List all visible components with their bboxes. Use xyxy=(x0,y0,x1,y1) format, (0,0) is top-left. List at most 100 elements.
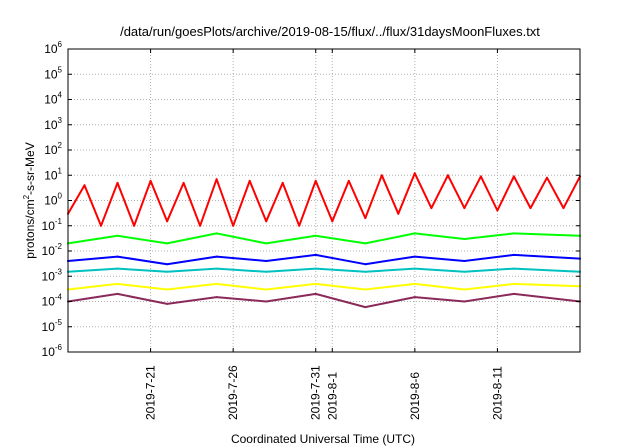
series-point xyxy=(100,224,102,227)
y-tick-base: 10 xyxy=(42,219,56,233)
x-tick-label: 2019-8-1 xyxy=(325,372,339,420)
series-line-6 xyxy=(67,292,581,309)
series-point xyxy=(512,175,515,178)
y-tick-label: 102 xyxy=(44,141,62,157)
series-point xyxy=(149,179,152,182)
y-tick-label: 10-2 xyxy=(42,242,63,258)
series-point xyxy=(463,300,466,303)
series-point xyxy=(166,270,169,273)
series-point xyxy=(413,282,416,285)
x-axis: 2019-7-21 2019-7-26 2019-7-31 2019-8-1 2019-… xyxy=(144,49,504,420)
series-point xyxy=(413,232,416,235)
series-point xyxy=(265,220,268,223)
series-point xyxy=(215,296,218,299)
series-point xyxy=(331,220,334,223)
y-tick-exponent: -2 xyxy=(55,242,63,251)
series-point xyxy=(512,232,515,235)
y-tick-label: 10-3 xyxy=(42,267,63,283)
series-point xyxy=(364,288,367,291)
series-point xyxy=(314,234,317,237)
y-tick-exponent: -4 xyxy=(55,293,63,302)
series-point xyxy=(166,288,169,291)
series-point xyxy=(512,292,515,295)
series-point xyxy=(463,260,466,262)
series-point xyxy=(116,181,119,184)
y-tick-exponent: 3 xyxy=(58,116,63,125)
series-point xyxy=(397,212,400,215)
y-tick-base: 10 xyxy=(42,320,56,334)
series-point xyxy=(265,288,268,291)
series-point xyxy=(364,263,367,266)
series-point xyxy=(364,242,367,245)
series-point xyxy=(116,255,119,258)
series-point xyxy=(265,242,268,245)
y-tick-label: 10-5 xyxy=(42,318,63,334)
series-point xyxy=(265,300,268,303)
series-point xyxy=(413,267,416,270)
series-point xyxy=(83,184,86,187)
y-axis: 10-610-510-410-310-210-11001011021031041… xyxy=(42,40,580,359)
series-point xyxy=(116,267,119,270)
x-axis-label: Coordinated Universal Time (UTC) xyxy=(231,432,415,446)
series-point xyxy=(364,270,367,273)
series-point xyxy=(265,260,268,262)
series-point xyxy=(562,207,565,210)
y-tick-label: 103 xyxy=(44,116,62,132)
x-tick-label: 2019-8-6 xyxy=(408,372,422,420)
y-tick-exponent: -3 xyxy=(55,267,63,276)
y-tick-label: 105 xyxy=(44,65,62,81)
series-point xyxy=(413,255,416,258)
y-axis-label: protons/cm2-s-sr-MeV xyxy=(22,142,37,258)
y-tick-base: 10 xyxy=(42,295,56,309)
series-point xyxy=(314,282,317,285)
series-point xyxy=(298,224,301,227)
series-point xyxy=(281,181,284,184)
series-point xyxy=(413,296,416,299)
series-point xyxy=(430,207,433,210)
series-line-2 xyxy=(67,232,581,245)
series-point xyxy=(364,217,367,220)
series-point xyxy=(463,270,466,273)
series-line-1 xyxy=(67,172,581,227)
y-tick-exponent: -1 xyxy=(55,217,63,226)
series-point xyxy=(199,224,202,227)
y-tick-base: 10 xyxy=(42,345,56,359)
y-tick-label: 10-4 xyxy=(42,293,63,309)
y-tick-label: 10-1 xyxy=(42,217,63,233)
series-point xyxy=(215,178,218,181)
series-point xyxy=(512,282,515,285)
series-point xyxy=(380,174,383,177)
x-tick-label: 2019-7-26 xyxy=(226,365,240,420)
series-point xyxy=(314,267,317,270)
y-tick-exponent: 5 xyxy=(58,65,63,74)
data-series xyxy=(67,172,581,309)
y-tick-exponent: 2 xyxy=(58,141,63,150)
series-line-4 xyxy=(67,267,581,273)
series-point xyxy=(463,207,466,210)
series-point xyxy=(116,282,119,285)
grid xyxy=(68,49,580,352)
y-tick-exponent: -6 xyxy=(55,343,63,352)
y-tick-base: 10 xyxy=(42,269,56,283)
series-point xyxy=(347,179,350,182)
series-point xyxy=(166,263,169,266)
y-tick-base: 10 xyxy=(44,42,58,56)
series-line-3 xyxy=(67,253,581,266)
y-tick-base: 10 xyxy=(44,67,58,81)
series-point xyxy=(314,253,317,256)
series-point xyxy=(496,209,499,212)
series-point xyxy=(314,179,317,182)
series-point xyxy=(529,207,532,210)
series-point xyxy=(215,232,218,235)
x-tick-label: 2019-7-31 xyxy=(309,365,323,420)
series-point xyxy=(248,179,251,182)
y-tick-label: 100 xyxy=(44,192,62,208)
series-point xyxy=(166,242,169,245)
series-point xyxy=(463,288,466,291)
series-point xyxy=(166,220,169,223)
y-tick-label: 101 xyxy=(44,166,62,182)
series-point xyxy=(116,292,119,295)
series-point xyxy=(314,292,317,295)
y-tick-exponent: 4 xyxy=(58,91,63,100)
